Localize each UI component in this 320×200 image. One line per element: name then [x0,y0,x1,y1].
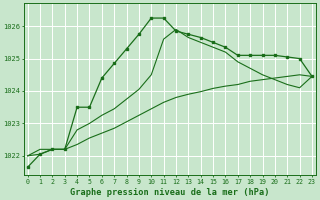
X-axis label: Graphe pression niveau de la mer (hPa): Graphe pression niveau de la mer (hPa) [70,188,269,197]
